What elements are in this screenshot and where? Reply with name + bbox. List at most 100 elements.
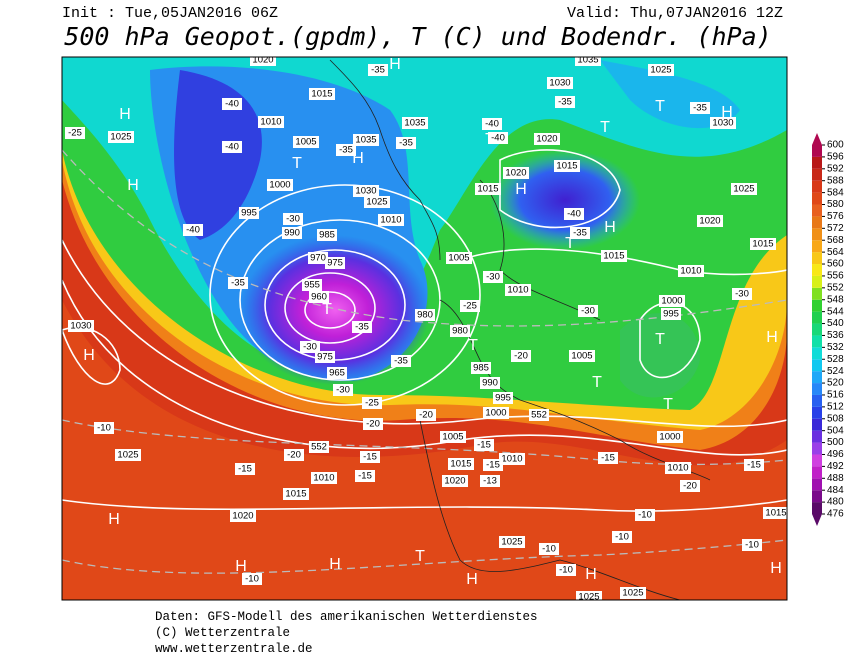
label-box	[315, 351, 335, 363]
contour-label: -35	[371, 65, 385, 76]
label-box	[620, 587, 646, 599]
contour-label: 1025	[622, 588, 643, 599]
label-box	[391, 355, 411, 367]
isobar	[62, 279, 787, 456]
label-box	[228, 277, 248, 289]
contour-label: 1005	[442, 432, 463, 443]
label-box	[327, 367, 347, 379]
label-box	[697, 215, 723, 227]
contour-label: 1030	[549, 78, 570, 89]
colorbar-swatch	[812, 418, 822, 431]
label-box	[282, 227, 302, 239]
contour-label: -40	[225, 99, 239, 110]
label-box	[659, 295, 685, 307]
colorbar-label: 556	[827, 271, 844, 282]
label-box	[115, 449, 141, 461]
contour-label: -20	[514, 351, 528, 362]
label-box	[665, 462, 691, 474]
colorbar-label: 480	[827, 497, 844, 508]
colorbar-swatch	[812, 204, 822, 217]
label-box	[483, 271, 503, 283]
label-box	[576, 591, 602, 600]
pressure-center: H	[235, 558, 247, 575]
contour-label: -15	[601, 453, 615, 464]
label-box	[378, 214, 404, 226]
contour-label: 1030	[70, 321, 91, 332]
colorbar-swatch	[812, 180, 822, 193]
colorbar-label: 504	[827, 425, 844, 436]
label-box	[554, 160, 580, 172]
label-box	[415, 309, 435, 321]
label-box	[336, 144, 356, 156]
colorbar-arrow	[812, 133, 822, 145]
contour-label: -30	[581, 306, 595, 317]
pressure-center: H	[352, 150, 364, 167]
pressure-center: H	[585, 566, 597, 583]
label-box	[575, 57, 601, 66]
pressure-center: T	[600, 119, 610, 136]
contour-label: -40	[567, 209, 581, 220]
label-box	[396, 137, 416, 149]
contour-label: 980	[452, 326, 468, 337]
colorbar-label: 596	[827, 152, 844, 163]
label-box	[68, 320, 94, 332]
contour-label: -35	[355, 322, 369, 333]
label-box	[564, 208, 584, 220]
label-box	[309, 291, 329, 303]
label-box	[482, 118, 502, 130]
contour-label: -15	[358, 471, 372, 482]
contour-label: 985	[473, 363, 489, 374]
contour-label: 975	[327, 258, 343, 269]
pressure-center: H	[766, 329, 778, 346]
contour-label: -40	[491, 133, 505, 144]
contour-label: 1035	[355, 135, 376, 146]
label-box	[267, 179, 293, 191]
label-box	[353, 134, 379, 146]
valid-time: Valid: Thu,07JAN2016 12Z	[567, 5, 783, 22]
colorbar-swatch	[812, 478, 822, 491]
pressure-center: T	[592, 374, 602, 391]
contour-label: -15	[747, 460, 761, 471]
label-box	[293, 136, 319, 148]
pressure-center: H	[770, 560, 782, 577]
colorbar-swatch	[812, 406, 822, 419]
label-box	[309, 88, 335, 100]
colorbar-swatch	[812, 168, 822, 181]
colorbar-label: 528	[827, 354, 844, 365]
colorbar-label: 552	[827, 282, 844, 293]
contour-label: -35	[399, 138, 413, 149]
label-box	[483, 459, 503, 471]
pressure-center: H	[83, 347, 95, 364]
pressure-center: T	[468, 337, 478, 354]
coastline	[419, 419, 681, 600]
label-box	[222, 141, 242, 153]
band	[174, 70, 262, 240]
contour-label: 552	[531, 410, 547, 421]
footer-line: (C) Wetterzentrale	[155, 626, 290, 640]
contour-label: -35	[339, 145, 353, 156]
contour-label: 1020	[232, 511, 253, 522]
label-box	[239, 207, 259, 219]
contour-label: 1025	[117, 450, 138, 461]
label-box	[284, 449, 304, 461]
label-box	[353, 185, 379, 197]
contour-label: 1010	[501, 454, 522, 465]
contour-label: -25	[365, 398, 379, 409]
isobar	[284, 272, 376, 344]
colorbar-swatch	[812, 192, 822, 205]
colorbar-swatch	[812, 335, 822, 348]
label-box	[750, 238, 776, 250]
contour-label: -35	[573, 228, 587, 239]
isotherm	[62, 149, 787, 327]
contour-label: 1000	[485, 408, 506, 419]
label-box	[250, 57, 276, 66]
colorbar-label: 544	[827, 306, 844, 317]
label-box	[499, 536, 525, 548]
contour-label: -10	[559, 565, 573, 576]
contour-label: -20	[366, 419, 380, 430]
contour-label: -35	[558, 97, 572, 108]
label-box	[235, 463, 255, 475]
colorbar-swatch	[812, 383, 822, 395]
label-box	[657, 431, 683, 443]
